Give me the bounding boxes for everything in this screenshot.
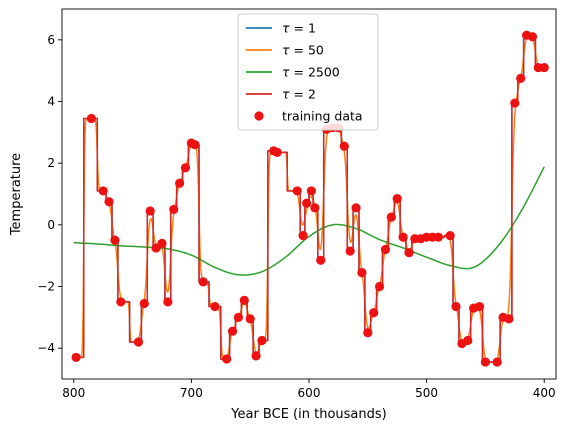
training-data-point: [257, 335, 267, 346]
training-data-point: [516, 73, 526, 83]
y-axis-ticks: −4 −2 0 2 4 6: [37, 33, 62, 355]
training-data-point: [139, 298, 149, 309]
x-tick-label: 400: [533, 386, 556, 400]
training-data-point: [492, 357, 502, 367]
legend-swatch: [254, 111, 264, 121]
x-axis-ticks: 800 700 600 500 400: [62, 379, 556, 400]
training-data-point: [316, 255, 326, 265]
legend-label: training data: [282, 109, 363, 124]
training-data-point: [190, 140, 200, 150]
training-data-point: [157, 238, 167, 248]
training-data-point: [233, 312, 244, 322]
training-data-point: [227, 326, 238, 336]
legend-box: [237, 13, 379, 131]
training-data-point: [374, 281, 385, 292]
legend-label: τ = 50: [282, 43, 324, 58]
training-data-point: [302, 198, 312, 208]
x-tick-label: 500: [415, 386, 438, 400]
training-data-point: [392, 194, 402, 204]
training-data-point: [310, 203, 320, 213]
training-data-point: [474, 301, 485, 312]
training-data-point: [306, 186, 316, 196]
legend-label: τ = 2500: [282, 65, 340, 80]
training-data-point: [116, 297, 126, 307]
training-data-point: [380, 244, 391, 255]
training-data-point: [451, 301, 461, 312]
training-data-point: [175, 178, 185, 188]
training-data-point: [71, 352, 81, 363]
training-data-point: [292, 186, 302, 196]
training-data-point: [480, 357, 491, 367]
training-data-point: [298, 231, 308, 241]
y-tick-label: −2: [37, 280, 55, 294]
training-data-point: [180, 163, 191, 173]
y-tick-label: 0: [47, 218, 55, 232]
training-data-point: [445, 231, 455, 241]
training-data-point: [251, 351, 261, 361]
x-tick-label: 700: [180, 386, 203, 400]
training-data-point: [404, 247, 414, 258]
training-data-point: [110, 235, 120, 245]
training-data-point: [163, 297, 173, 307]
x-tick-label: 800: [62, 386, 85, 400]
training-data-point: [351, 203, 361, 213]
training-data-point: [98, 186, 108, 196]
training-data-point: [210, 301, 220, 312]
training-data-point: [398, 232, 408, 242]
training-data-point: [169, 204, 179, 215]
training-data-point: [504, 314, 514, 324]
training-data-point: [369, 308, 379, 318]
training-data-point: [133, 337, 144, 347]
y-tick-label: 2: [47, 156, 55, 170]
legend: τ = 1 τ = 50 τ = 2500 τ = 2 training data: [237, 13, 379, 131]
y-tick-label: 6: [47, 33, 55, 47]
y-tick-label: 4: [47, 95, 55, 109]
training-data-point: [222, 354, 232, 364]
points-layer: [71, 30, 549, 367]
training-data-point: [345, 246, 355, 256]
training-data-point: [539, 62, 549, 73]
legend-label: τ = 1: [282, 21, 316, 36]
training-data-point: [433, 232, 443, 242]
y-tick-label: −4: [37, 341, 55, 355]
training-data-point: [357, 268, 367, 278]
training-data-point: [145, 206, 155, 216]
legend-label: τ = 2: [282, 87, 316, 102]
training-data-point: [527, 32, 538, 42]
training-data-point: [104, 197, 114, 207]
training-data-point: [510, 98, 520, 108]
training-data-point: [363, 328, 373, 338]
training-data-point: [245, 314, 255, 324]
x-axis-label: Year BCE (in thousands): [230, 407, 386, 422]
training-data-point: [386, 212, 396, 222]
training-data-point: [239, 295, 249, 305]
training-data-point: [86, 113, 97, 124]
training-data-point: [272, 147, 282, 157]
training-data-point: [339, 141, 349, 151]
y-axis-label: Temperature: [9, 153, 24, 236]
training-data-point: [198, 277, 208, 287]
x-tick-label: 600: [298, 386, 321, 400]
training-data-point: [463, 335, 473, 346]
